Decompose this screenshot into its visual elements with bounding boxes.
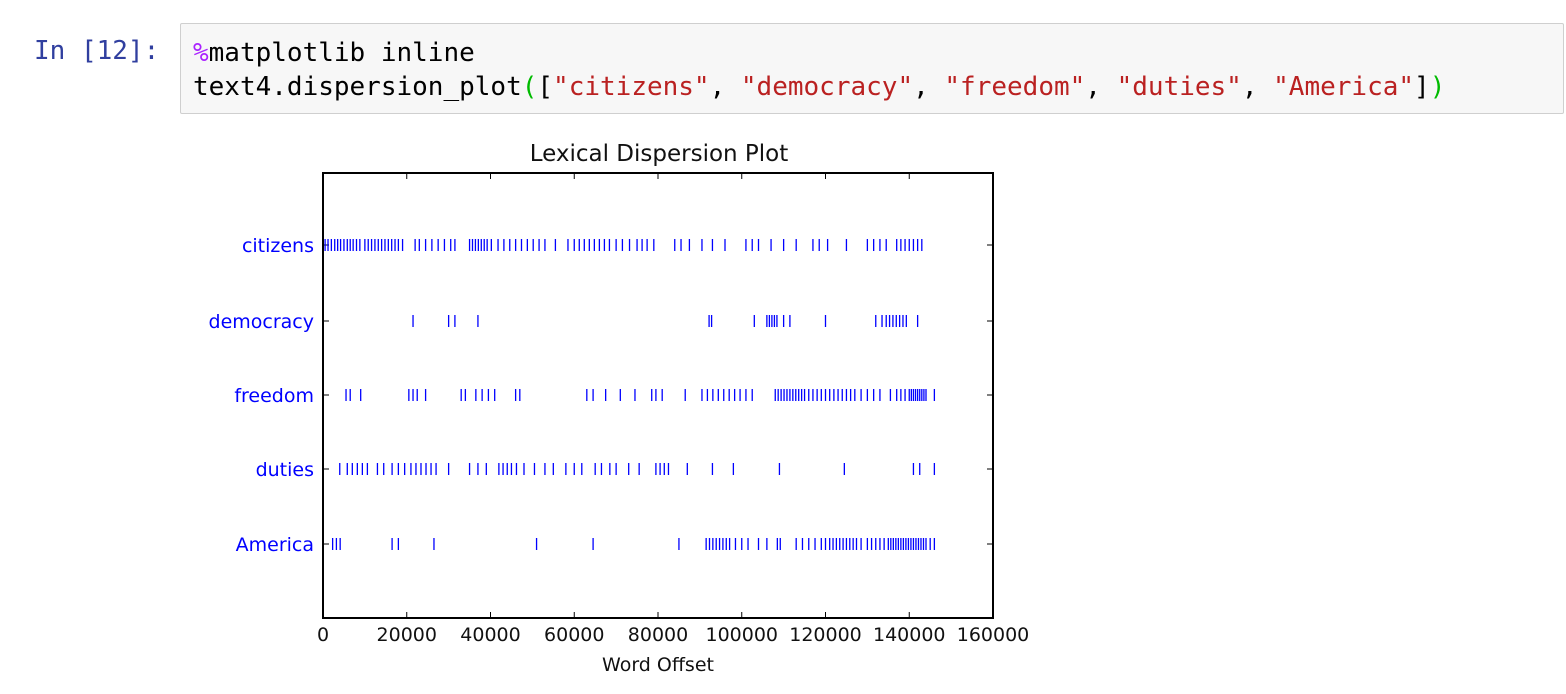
arg-string-citizens: "citizens" xyxy=(553,72,710,102)
open-bracket: [ xyxy=(537,72,554,102)
code-line-2: text4.dispersion_plot(["citizens", "demo… xyxy=(193,72,1445,102)
arg-string-duties: "duties" xyxy=(1116,72,1242,102)
y-tick-label-duties: duties xyxy=(256,459,314,481)
x-tick-label: 80000 xyxy=(628,624,688,646)
cell-output: Lexical Dispersion Plot 0 20000 40000 60000… xyxy=(180,130,1060,690)
plot-frame xyxy=(322,172,994,619)
y-tick-label-democracy: democracy xyxy=(209,311,314,333)
close-bracket: ] xyxy=(1414,72,1430,102)
arg-separator: , xyxy=(913,72,945,102)
magic-command: matplotlib inline xyxy=(208,38,475,68)
arg-separator: , xyxy=(1085,72,1117,102)
open-paren: ( xyxy=(521,72,538,102)
y-tick-label-citizens: citizens xyxy=(242,235,314,257)
x-tick-label: 160000 xyxy=(957,624,1030,646)
arg-separator: , xyxy=(709,72,741,102)
x-tick-label: 140000 xyxy=(873,624,946,646)
x-tick-label: 60000 xyxy=(544,624,604,646)
x-tick-label: 120000 xyxy=(789,624,862,646)
arg-string-democracy: "democracy" xyxy=(740,72,914,102)
dispersion-plot: Lexical Dispersion Plot 0 20000 40000 60000… xyxy=(209,141,1030,676)
input-prompt: In [12]: xyxy=(34,36,160,66)
x-tick-label: 20000 xyxy=(377,624,437,646)
arg-string-america: "America" xyxy=(1273,72,1415,102)
function-call: text4.dispersion_plot xyxy=(193,72,522,102)
arg-separator: , xyxy=(1241,72,1274,102)
x-axis-label: Word Offset xyxy=(602,654,714,676)
y-tick-label-america: America xyxy=(236,534,314,556)
code-line-1: %matplotlib inline xyxy=(193,38,475,68)
x-tick-label: 40000 xyxy=(460,624,520,646)
y-tick-label-freedom: freedom xyxy=(234,385,314,407)
x-tick-label: 100000 xyxy=(705,624,778,646)
arg-string-freedom: "freedom" xyxy=(944,72,1086,102)
x-tick-label: 0 xyxy=(317,624,329,646)
close-paren: ) xyxy=(1429,72,1446,102)
chart-title: Lexical Dispersion Plot xyxy=(530,141,789,167)
magic-percent: % xyxy=(193,38,209,68)
code-cell-input[interactable]: %matplotlib inline text4.dispersion_plot… xyxy=(180,23,1564,114)
